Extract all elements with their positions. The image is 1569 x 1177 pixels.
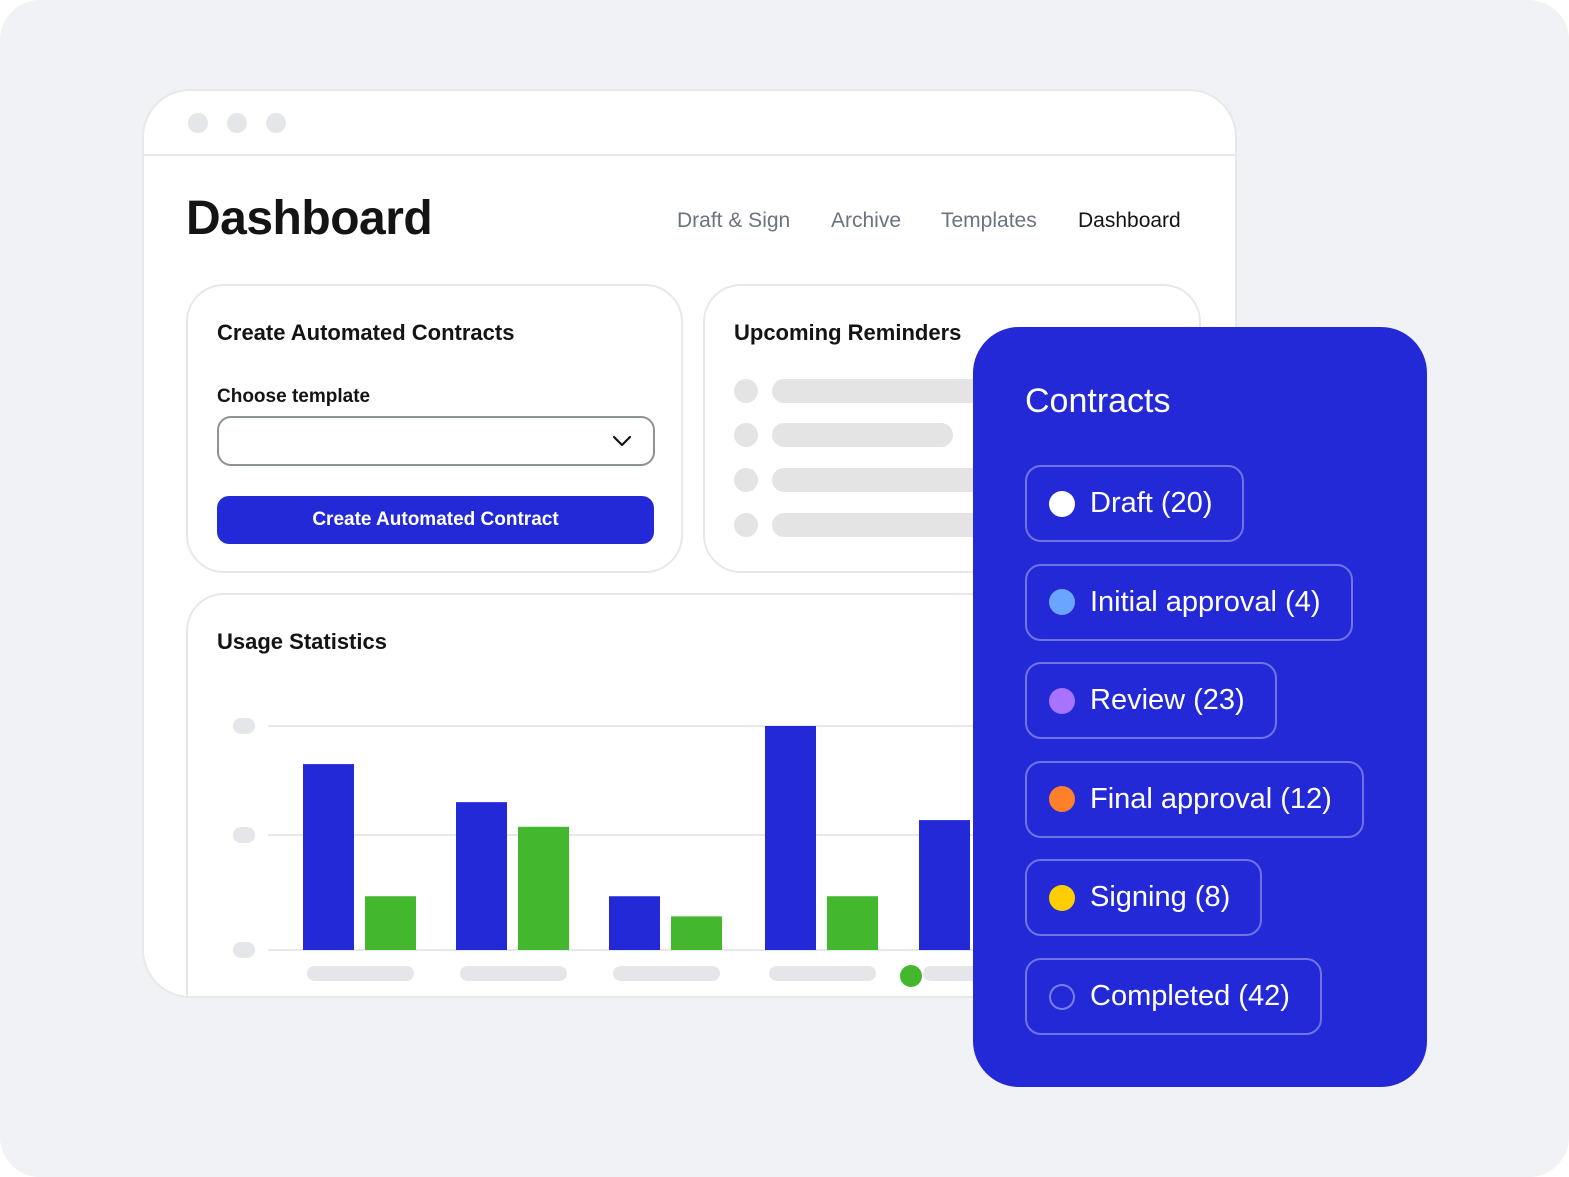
chart-bar: [609, 896, 660, 950]
status-label: Review (23): [1090, 684, 1245, 717]
chart-bar: [919, 820, 970, 950]
status-chip-initial-approval[interactable]: Initial approval (4): [1025, 563, 1353, 641]
choose-template-label: Choose template: [217, 386, 371, 407]
y-tick-placeholder: [233, 942, 255, 958]
chart-bar: [518, 826, 569, 950]
reminder-placeholder-dot: [734, 379, 758, 403]
status-dot-icon: [1049, 786, 1075, 813]
reminder-placeholder-dot: [734, 423, 758, 447]
y-tick-placeholder: [233, 827, 255, 843]
usage-chart: [233, 718, 1088, 987]
y-tick-placeholder: [233, 718, 255, 734]
x-tick-placeholder: [460, 966, 567, 981]
status-dot-icon: [1049, 589, 1075, 616]
x-tick-placeholder: [769, 966, 876, 981]
x-tick-placeholder: [613, 966, 720, 981]
create-contracts-title: Create Automated Contracts: [217, 320, 515, 345]
status-chip-completed[interactable]: Completed (42): [1025, 958, 1322, 1035]
status-dot-icon: [1049, 983, 1075, 1010]
reminder-placeholder-bar: [772, 423, 953, 447]
status-dot-icon: [1049, 884, 1075, 911]
status-chip-draft[interactable]: Draft (20): [1025, 465, 1245, 542]
window-titlebar: [144, 91, 1235, 156]
nav-item-draft-sign[interactable]: Draft & Sign: [677, 209, 791, 232]
status-label: Draft (20): [1090, 487, 1213, 519]
nav-item-templates[interactable]: Templates: [941, 209, 1037, 232]
chart-bar: [827, 896, 878, 950]
page-title: Dashboard: [186, 192, 433, 245]
reminders-title: Upcoming Reminders: [734, 320, 962, 345]
reminder-placeholder-dot: [734, 513, 758, 537]
status-chip-final-approval[interactable]: Final approval (12): [1025, 760, 1364, 838]
template-select[interactable]: [217, 416, 655, 466]
window-minimize-dot[interactable]: [227, 113, 247, 133]
create-contracts-card: Create Automated Contracts Choose templa…: [186, 284, 683, 573]
chart-bar: [303, 764, 354, 950]
legend-dot-icon: [900, 965, 922, 987]
status-chip-review[interactable]: Review (23): [1025, 662, 1277, 740]
chevron-down-icon: [613, 435, 631, 447]
status-dot-icon: [1049, 687, 1075, 714]
status-label: Final approval (12): [1090, 782, 1332, 815]
window-close-dot[interactable]: [188, 113, 208, 133]
chart-bar: [765, 726, 816, 950]
contracts-panel-title: Contracts: [1025, 382, 1171, 420]
status-chip-signing[interactable]: Signing (8): [1025, 859, 1263, 937]
chart-bar: [365, 896, 416, 950]
status-label: Completed (42): [1090, 980, 1290, 1012]
x-tick-placeholder: [307, 966, 414, 981]
usage-statistics-title: Usage Statistics: [217, 629, 387, 654]
chart-bar: [671, 916, 722, 950]
create-contract-button[interactable]: Create Automated Contract: [217, 496, 654, 544]
window-maximize-dot[interactable]: [266, 113, 286, 133]
status-dot-icon: [1049, 490, 1075, 517]
status-label: Initial approval (4): [1090, 585, 1321, 618]
chart-bar: [456, 802, 507, 950]
nav-item-archive[interactable]: Archive: [831, 209, 902, 232]
status-label: Signing (8): [1090, 881, 1231, 914]
nav-item-dashboard[interactable]: Dashboard: [1078, 209, 1181, 232]
contracts-panel: Contracts Draft (20) Initial approval (4)…: [973, 327, 1427, 1087]
reminder-placeholder-dot: [734, 468, 758, 492]
